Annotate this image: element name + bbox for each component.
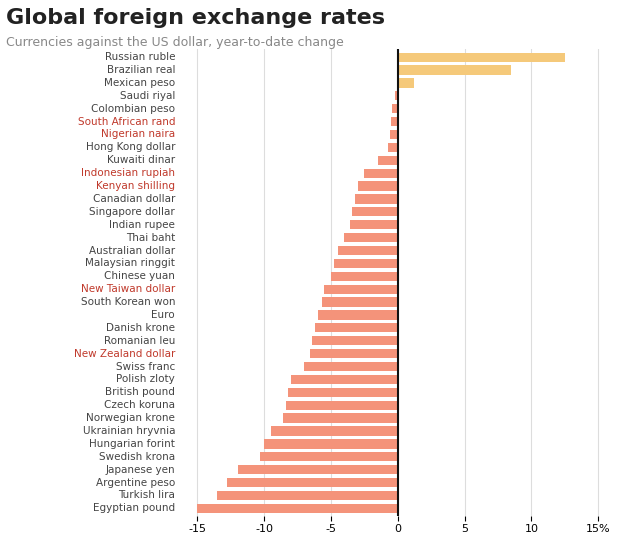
Bar xyxy=(378,155,398,165)
Bar xyxy=(390,130,398,139)
Bar xyxy=(392,104,398,113)
Bar xyxy=(391,117,398,126)
Bar xyxy=(288,388,398,397)
Bar xyxy=(238,465,398,474)
Bar xyxy=(291,375,398,384)
Bar xyxy=(264,439,398,449)
Bar xyxy=(283,413,398,423)
Bar xyxy=(355,194,398,204)
Bar xyxy=(321,298,398,307)
Bar xyxy=(398,53,565,62)
Bar xyxy=(227,478,398,487)
Bar xyxy=(318,310,398,320)
Text: Global foreign exchange rates: Global foreign exchange rates xyxy=(6,8,385,28)
Bar xyxy=(197,503,398,513)
Bar xyxy=(315,323,398,333)
Bar xyxy=(305,362,398,371)
Bar xyxy=(353,207,398,216)
Bar xyxy=(398,65,511,75)
Bar xyxy=(349,220,398,229)
Bar xyxy=(358,181,398,191)
Bar xyxy=(389,143,398,152)
Bar xyxy=(312,336,398,345)
Bar xyxy=(310,349,398,358)
Bar xyxy=(271,427,398,435)
Bar xyxy=(398,79,414,88)
Text: Currencies against the US dollar, year-to-date change: Currencies against the US dollar, year-t… xyxy=(6,36,344,49)
Bar xyxy=(286,401,398,410)
Bar xyxy=(218,491,398,500)
Bar xyxy=(395,91,398,100)
Bar xyxy=(324,284,398,294)
Bar xyxy=(331,272,398,281)
Bar xyxy=(260,452,398,461)
Bar xyxy=(334,259,398,268)
Bar xyxy=(364,169,398,178)
Bar xyxy=(344,233,398,242)
Bar xyxy=(338,246,398,255)
